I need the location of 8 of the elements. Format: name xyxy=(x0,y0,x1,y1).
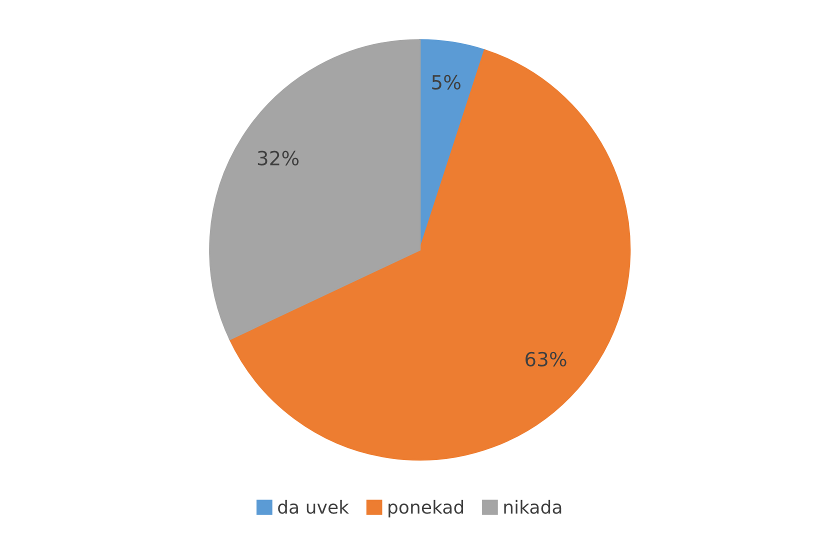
legend-label: da uvek xyxy=(278,500,349,514)
pie-slice xyxy=(229,49,631,461)
legend-label: nikada xyxy=(504,500,562,514)
pie-slice xyxy=(209,39,421,340)
data-label: 32% xyxy=(258,150,299,166)
data-label: 5% xyxy=(432,74,460,90)
data-label: 63% xyxy=(526,352,566,367)
legend-label: ponekad xyxy=(388,500,464,518)
